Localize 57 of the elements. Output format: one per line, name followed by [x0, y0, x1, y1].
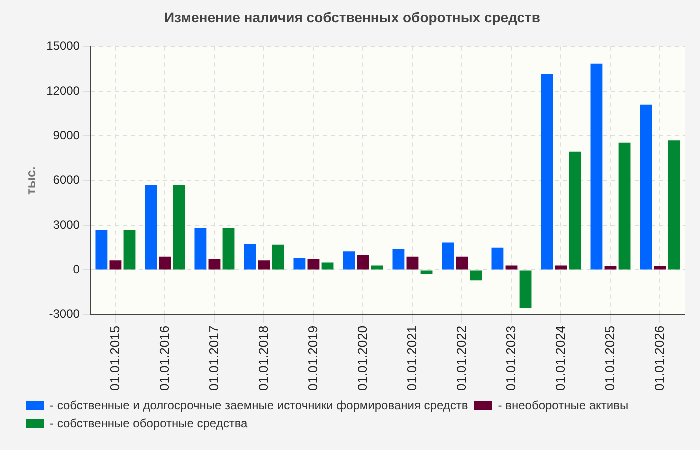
- bar: [124, 230, 136, 270]
- bar: [492, 248, 504, 270]
- bar: [159, 256, 172, 270]
- legend-label: - собственные и долгосрочные заемные источники формирования средств: [50, 398, 468, 412]
- x-tick-label: 01.01.2020: [354, 326, 370, 392]
- bar: [520, 270, 532, 308]
- bar: [541, 74, 554, 270]
- bar: [420, 270, 433, 274]
- bar: [272, 244, 284, 270]
- bar: [668, 140, 680, 270]
- x-tick-label: 01.01.2019: [305, 326, 320, 392]
- y-tick-label: 0: [73, 262, 80, 277]
- bar: [442, 242, 454, 270]
- y-tick-label: 12000: [46, 84, 80, 98]
- legend-label: - внеоборотные активы: [498, 398, 629, 412]
- x-tick-label: 01.01.2015: [107, 326, 122, 392]
- bar: [308, 259, 320, 270]
- x-tick-label: 01.01.2018: [256, 326, 271, 392]
- bar: [110, 260, 122, 270]
- bar: [294, 258, 306, 270]
- legend-label: - собственные оборотные средства: [50, 416, 248, 430]
- x-tick-label: 01.01.2026: [652, 326, 667, 392]
- x-tick-label: 01.01.2016: [156, 326, 172, 392]
- x-tick-label: 01.01.2022: [454, 326, 469, 392]
- bar: [569, 152, 582, 270]
- y-tick-label: 3000: [53, 218, 80, 232]
- bar: [604, 266, 617, 270]
- bar: [456, 256, 468, 270]
- bar: [357, 255, 370, 270]
- bar: [208, 259, 221, 270]
- bar: [640, 104, 652, 270]
- bar: [406, 256, 419, 270]
- bar: [194, 228, 207, 270]
- bar: [222, 228, 235, 270]
- y-tick-label: -3000: [49, 307, 80, 322]
- y-axis-title: тыс.: [23, 166, 38, 196]
- x-tick-label: 01.01.2017: [206, 326, 222, 392]
- x-tick-label: 01.01.2021: [404, 326, 420, 392]
- bar: [618, 142, 631, 270]
- bar: [343, 252, 356, 270]
- y-tick-label: 15000: [46, 39, 80, 54]
- bar: [96, 230, 108, 270]
- bar: [322, 262, 334, 270]
- x-tick-label: 01.01.2024: [552, 326, 568, 392]
- bar: [654, 266, 666, 270]
- bar: [590, 64, 603, 270]
- y-tick-label: 6000: [53, 173, 80, 188]
- bar: [392, 249, 405, 270]
- y-tick-label: 9000: [53, 128, 80, 142]
- bar: [173, 185, 186, 270]
- x-tick-label: 01.01.2025: [602, 326, 618, 392]
- x-tick-label: 01.01.2023: [503, 326, 518, 392]
- bar: [470, 270, 482, 281]
- bar: [258, 260, 270, 270]
- bar: [244, 244, 256, 270]
- chart-title: Изменение наличия собственных оборотных средств: [164, 9, 541, 26]
- bar: [145, 185, 158, 270]
